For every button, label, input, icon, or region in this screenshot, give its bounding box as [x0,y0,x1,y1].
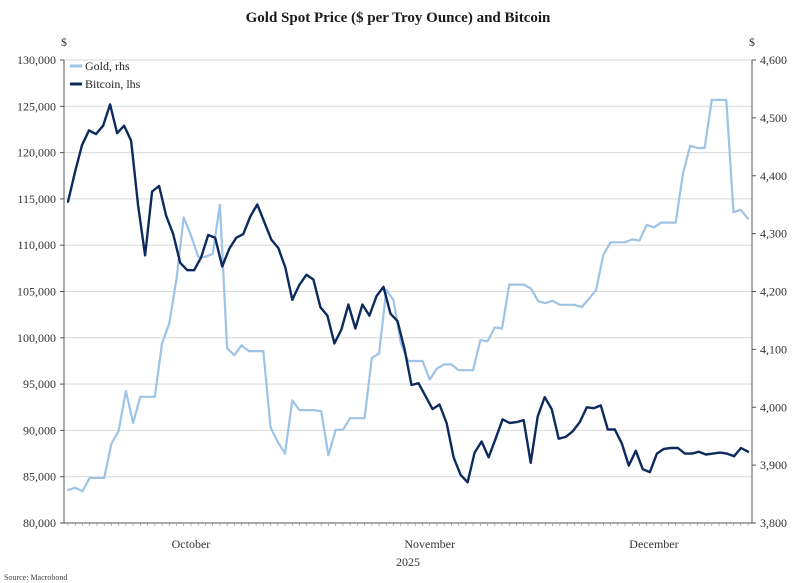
right-tick-label: 3,900 [760,458,787,472]
left-tick-label: 100,000 [17,331,56,345]
left-tick-label: 120,000 [17,146,56,160]
right-tick-label: 4,000 [760,400,787,414]
right-axis-unit: $ [749,35,755,49]
legend-label: Gold, rhs [85,59,130,73]
left-tick-label: 125,000 [17,99,56,113]
right-tick-label: 3,800 [760,516,787,530]
x-tick-label: December [629,537,678,551]
right-tick-label: 4,400 [760,169,787,183]
source-note: Source: Macrobond [4,573,67,582]
gridlines [64,59,752,524]
right-tick-label: 4,200 [760,285,787,299]
x-tick-label: November [404,537,455,551]
left-tick-label: 115,000 [17,192,56,206]
right-tick-label: 4,500 [760,111,787,125]
legend: Gold, rhs Bitcoin, lhs [70,59,141,91]
x-axis: October November December [67,523,749,551]
left-tick-label: 90,000 [23,423,56,437]
x-axis-year: 2025 [396,555,420,569]
left-axis-unit: $ [61,35,67,49]
left-tick-label: 105,000 [17,285,56,299]
left-tick-label: 80,000 [23,516,56,530]
left-tick-label: 95,000 [23,377,56,391]
chart-title: Gold Spot Price ($ per Troy Ounce) and B… [246,10,551,26]
x-tick-label: October [172,537,211,551]
left-tick-label: 110,000 [17,238,56,252]
right-axis: 3,800 3,900 4,000 4,100 4,200 4,300 4,400 4,500… [752,53,787,530]
left-tick-label: 130,000 [17,53,56,67]
gold-line [66,98,750,493]
right-tick-label: 4,100 [760,342,787,356]
bitcoin-line [66,103,750,484]
right-tick-label: 4,600 [760,53,787,67]
left-axis: 80,000 85,000 90,000 95,000 100,000 105,000 11… [17,53,64,530]
legend-label: Bitcoin, lhs [85,77,141,91]
right-tick-label: 4,300 [760,227,787,241]
left-tick-label: 85,000 [23,470,56,484]
series-lines [66,98,750,493]
